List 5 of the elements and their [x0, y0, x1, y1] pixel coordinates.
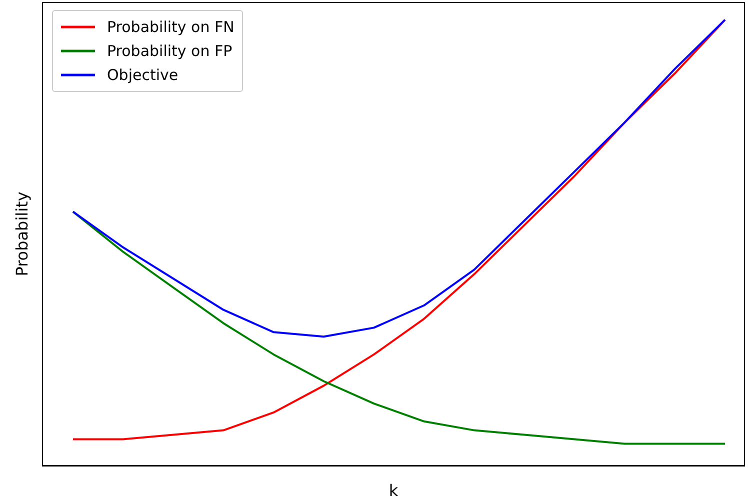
legend-label: Probability on FP	[107, 42, 232, 60]
x-axis-title: k	[388, 481, 399, 500]
legend-label: Probability on FN	[107, 18, 234, 36]
y-axis-title: Probability	[12, 192, 32, 276]
legend-label: Objective	[107, 66, 178, 84]
